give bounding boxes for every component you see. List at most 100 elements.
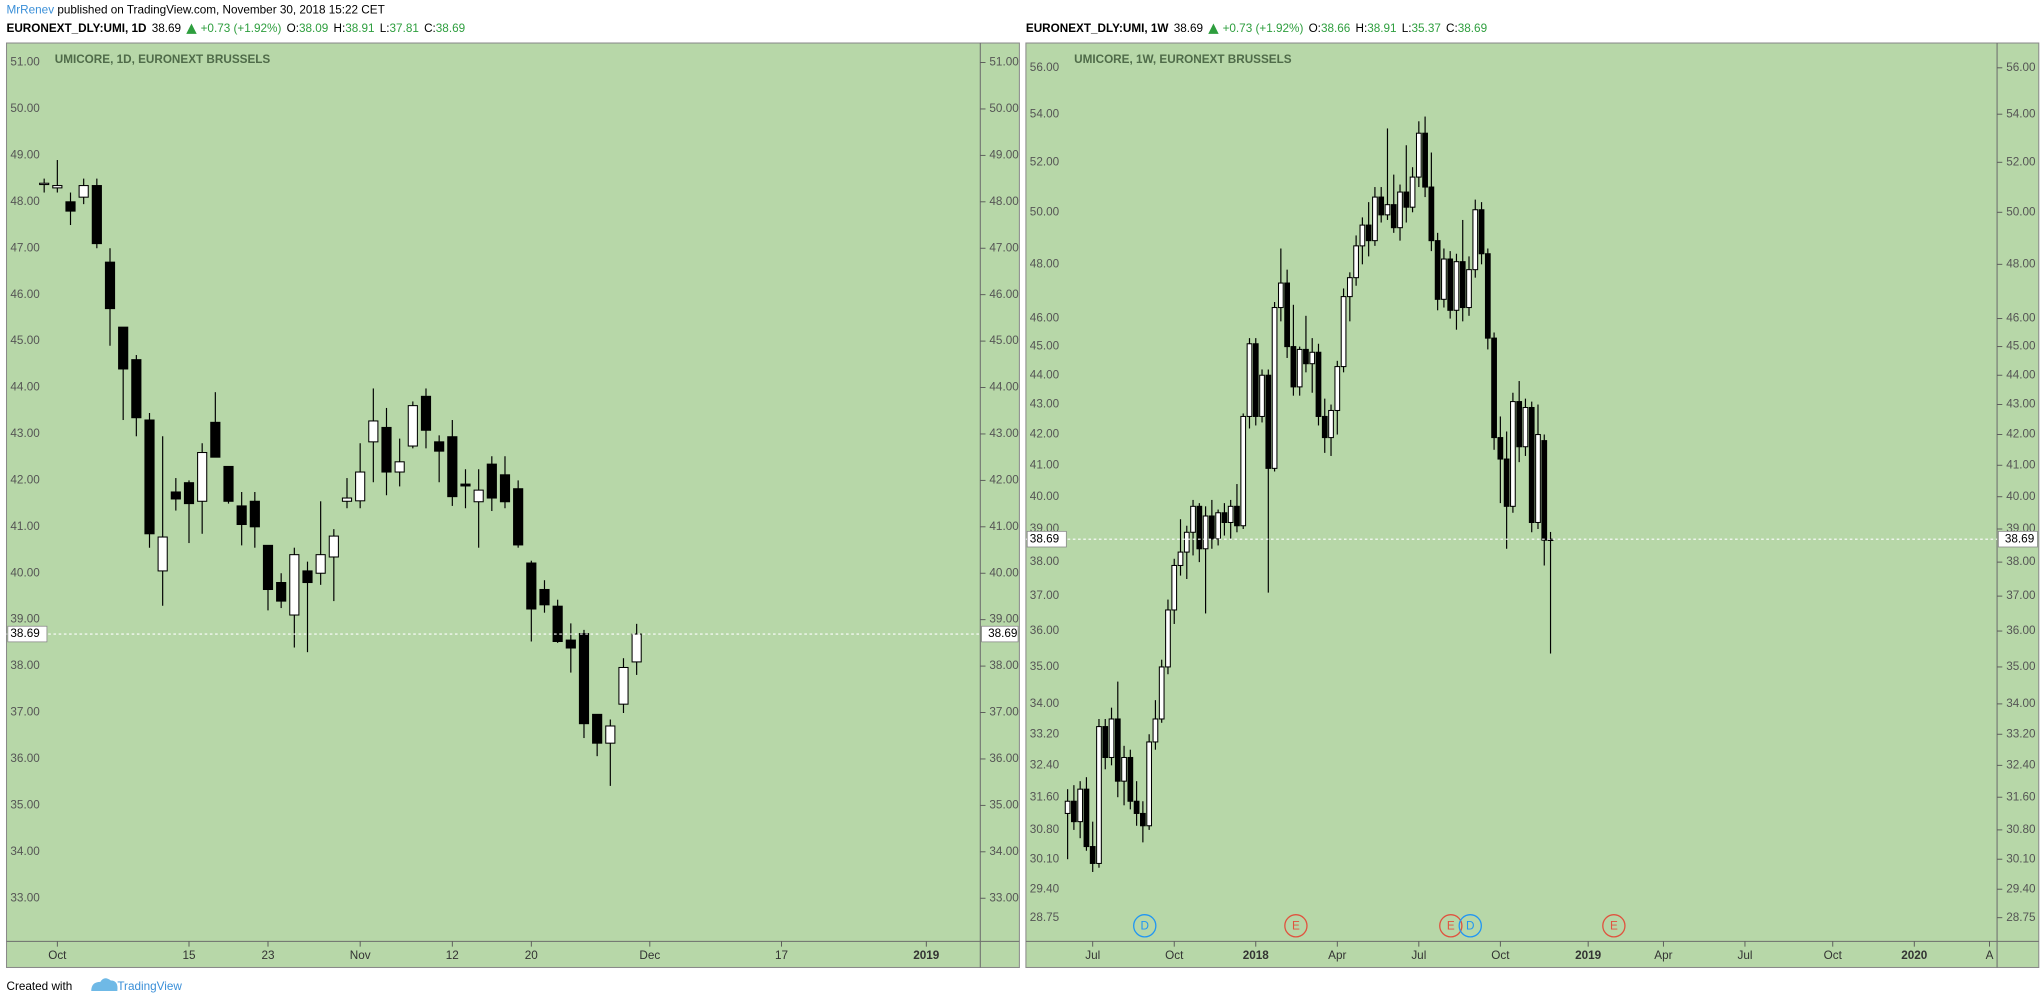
- x-tick-label: 15: [182, 949, 196, 962]
- author-link[interactable]: MrRenev: [7, 4, 55, 17]
- candle-body: [1077, 788, 1084, 823]
- x-tick-label: Oct: [1165, 949, 1184, 962]
- legend-low: 37.81: [390, 22, 419, 35]
- legend-change: +0.73 (+1.92%): [1223, 22, 1304, 35]
- candle-body: [578, 633, 590, 725]
- candle-body: [1177, 551, 1184, 566]
- x-tick-label: Dec: [639, 949, 660, 962]
- candle-body: [1259, 374, 1265, 417]
- y-tick-label-inner: 47.00: [10, 241, 40, 254]
- legend-price: 38.69: [1174, 22, 1203, 35]
- y-tick-label-inner: 43.00: [1030, 398, 1060, 411]
- y-tick-label-inner: 42.00: [10, 473, 40, 486]
- candle-body: [78, 185, 89, 198]
- candle-body: [1152, 718, 1159, 743]
- candle-body: [210, 421, 221, 458]
- y-tick-label-inner: 37.00: [10, 706, 40, 719]
- y-tick-label-inner: 30.10: [1030, 852, 1060, 865]
- y-tick-label-inner: 44.00: [1030, 368, 1060, 381]
- candle-body: [1415, 132, 1422, 178]
- legend-close: 38.69: [436, 22, 465, 35]
- candle-body: [315, 554, 326, 574]
- candle-body: [1208, 515, 1215, 540]
- candle-body: [1133, 800, 1140, 814]
- candle-body: [1497, 437, 1504, 460]
- y-tick-label-inner: 43.00: [10, 427, 40, 440]
- candle-body: [1140, 812, 1146, 827]
- y-tick-label-inner: 54.00: [1030, 107, 1060, 120]
- y-tick-label-inner: 48.00: [10, 195, 40, 208]
- candle-body: [1447, 258, 1454, 311]
- candle-body: [1102, 726, 1109, 759]
- x-tick-label: Jul: [1085, 949, 1100, 962]
- candle-body: [1484, 253, 1491, 339]
- y-tick-label: 36.00: [989, 752, 1019, 765]
- y-tick-label-inner: 39.00: [10, 613, 40, 626]
- legend-change: +0.73 (+1.92%): [201, 22, 282, 35]
- legend-symbol: EURONEXT_DLY:UMI, 1D: [7, 22, 147, 35]
- y-tick-label: 56.00: [2006, 61, 2036, 74]
- x-tick-label: Apr: [1654, 949, 1672, 962]
- candle-body: [1409, 176, 1416, 208]
- y-tick-label: 42.00: [989, 473, 1019, 486]
- candle-body: [1472, 209, 1479, 271]
- event-label: D: [1141, 920, 1149, 933]
- candle-body: [631, 633, 642, 663]
- candle-body: [1384, 204, 1391, 216]
- candle-body: [1303, 348, 1309, 365]
- y-tick-label: 37.00: [989, 706, 1019, 719]
- candle-body: [1346, 277, 1353, 298]
- y-tick-label-inner: 28.75: [1030, 911, 1060, 924]
- last-price-label: 38.69: [988, 627, 1017, 640]
- x-tick-label: 2018: [1243, 949, 1270, 962]
- y-tick-label: 35.00: [989, 798, 1019, 811]
- y-tick-label: 44.00: [2006, 368, 2036, 381]
- y-tick-label: 48.00: [989, 195, 1019, 208]
- x-tick-label: Oct: [1824, 949, 1843, 962]
- y-tick-label-inner: 40.00: [10, 566, 40, 579]
- y-tick-label: 47.00: [989, 241, 1019, 254]
- legend-close-label: C:: [1446, 22, 1458, 35]
- candle-body: [1503, 458, 1510, 507]
- legend-open-label: O:: [1309, 22, 1321, 35]
- candle-body: [1240, 415, 1247, 527]
- candle-body: [1196, 505, 1203, 550]
- candle-body: [1121, 756, 1127, 782]
- event-label: E: [1610, 920, 1618, 933]
- y-tick-label: 41.00: [2006, 458, 2036, 471]
- x-tick-label: Oct: [1491, 949, 1510, 962]
- footer-brand[interactable]: TradingView: [117, 980, 182, 993]
- x-tick-label: 17: [775, 949, 788, 962]
- y-tick-label: 39.00: [989, 613, 1019, 626]
- y-tick-label-inner: 52.00: [1030, 155, 1060, 168]
- candle-body: [1215, 512, 1222, 540]
- y-tick-label-inner: 50.00: [1030, 205, 1060, 218]
- candle-body: [368, 420, 379, 443]
- y-tick-label: 42.00: [2006, 428, 2036, 441]
- x-tick-label: 12: [446, 949, 459, 962]
- candle-body: [1372, 196, 1378, 242]
- candle-body: [328, 535, 339, 558]
- candle-body: [236, 505, 247, 526]
- y-tick-label: 46.00: [989, 288, 1019, 301]
- candle-body: [407, 405, 418, 447]
- candle-body: [1365, 224, 1372, 242]
- candle-body: [1221, 512, 1228, 524]
- candle-body: [1234, 505, 1240, 527]
- event-marker: [1439, 914, 1463, 938]
- x-tick-label: 23: [261, 949, 274, 962]
- candle-body: [289, 554, 300, 616]
- candle-body: [1378, 196, 1385, 216]
- candle-body: [1510, 401, 1516, 507]
- candle-body: [473, 489, 484, 503]
- up-arrow-icon: [1208, 23, 1219, 34]
- candle-body: [52, 185, 63, 189]
- candle-body: [131, 359, 142, 419]
- y-tick-label: 30.80: [2006, 823, 2036, 836]
- x-tick-label: 20: [525, 949, 539, 962]
- candle-body: [183, 482, 195, 505]
- last-price-label: 38.69: [2005, 532, 2034, 545]
- candle-body: [1108, 718, 1115, 759]
